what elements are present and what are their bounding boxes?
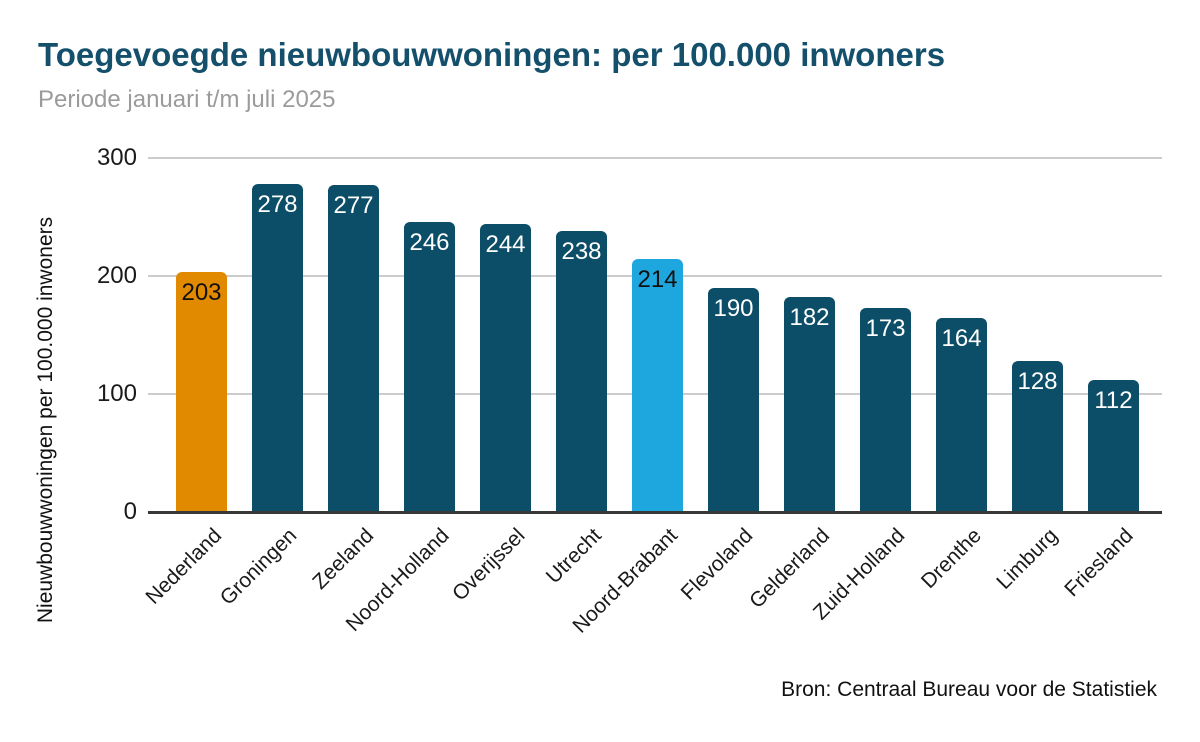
bar-value-label: 244 [485, 231, 526, 259]
y-tick-label-100: 100 [96, 380, 137, 407]
bar-value-label: 277 [333, 192, 374, 220]
x-tick-label: Zeeland [307, 524, 378, 594]
x-tick-label: Nederland [140, 524, 226, 609]
bar-groningen: 278 [252, 183, 303, 512]
x-tick-label: Limburg [991, 524, 1062, 594]
bar-flevoland: 190 [708, 287, 759, 512]
bar-value-label: 128 [1017, 367, 1058, 395]
bar-noord-holland: 246 [404, 221, 455, 512]
gridline-300 [148, 157, 1162, 159]
bar-zeeland: 277 [328, 185, 379, 512]
y-tick-label-0: 0 [123, 498, 137, 525]
x-axis-line [148, 511, 1162, 514]
y-tick-label-200: 200 [96, 262, 137, 289]
x-tick-label: Drenthe [916, 524, 986, 594]
x-tick-label: Friesland [1060, 524, 1138, 602]
bar-value-label: 173 [865, 314, 906, 342]
y-tick-label-300: 300 [96, 144, 137, 171]
source-note: Bron: Centraal Bureau voor de Statistiek [781, 678, 1157, 701]
bar-value-label: 246 [409, 228, 450, 256]
bar-overijssel: 244 [480, 224, 531, 512]
bar-value-label: 214 [637, 266, 678, 294]
chart-title: Toegevoegde nieuwbouwwoningen: per 100.0… [38, 36, 946, 73]
bar-value-label: 278 [257, 190, 298, 218]
bar-nederland: 203 [176, 272, 227, 512]
x-tick-label: Flevoland [677, 524, 758, 605]
bar-zuid-holland: 173 [860, 307, 911, 512]
bar-value-label: 190 [713, 294, 754, 322]
x-tick-label: Groningen [216, 524, 302, 610]
x-tick-label: Overijssel [448, 524, 530, 606]
x-tick-label: Utrecht [541, 524, 606, 589]
bar-value-label: 164 [941, 325, 982, 353]
bar-value-label: 182 [789, 304, 830, 332]
chart-subtitle: Periode januari t/m juli 2025 [38, 86, 336, 113]
bar-gelderland: 182 [784, 297, 835, 512]
bar-drenthe: 164 [936, 318, 987, 512]
bar-friesland: 112 [1088, 379, 1139, 512]
bar-value-label: 238 [561, 238, 602, 266]
bar-value-label: 112 [1094, 386, 1133, 414]
bar-limburg: 128 [1012, 360, 1063, 512]
bar-utrecht: 238 [556, 231, 607, 512]
bar-noord-brabant: 214 [632, 259, 683, 512]
bar-value-label: 203 [181, 279, 222, 307]
